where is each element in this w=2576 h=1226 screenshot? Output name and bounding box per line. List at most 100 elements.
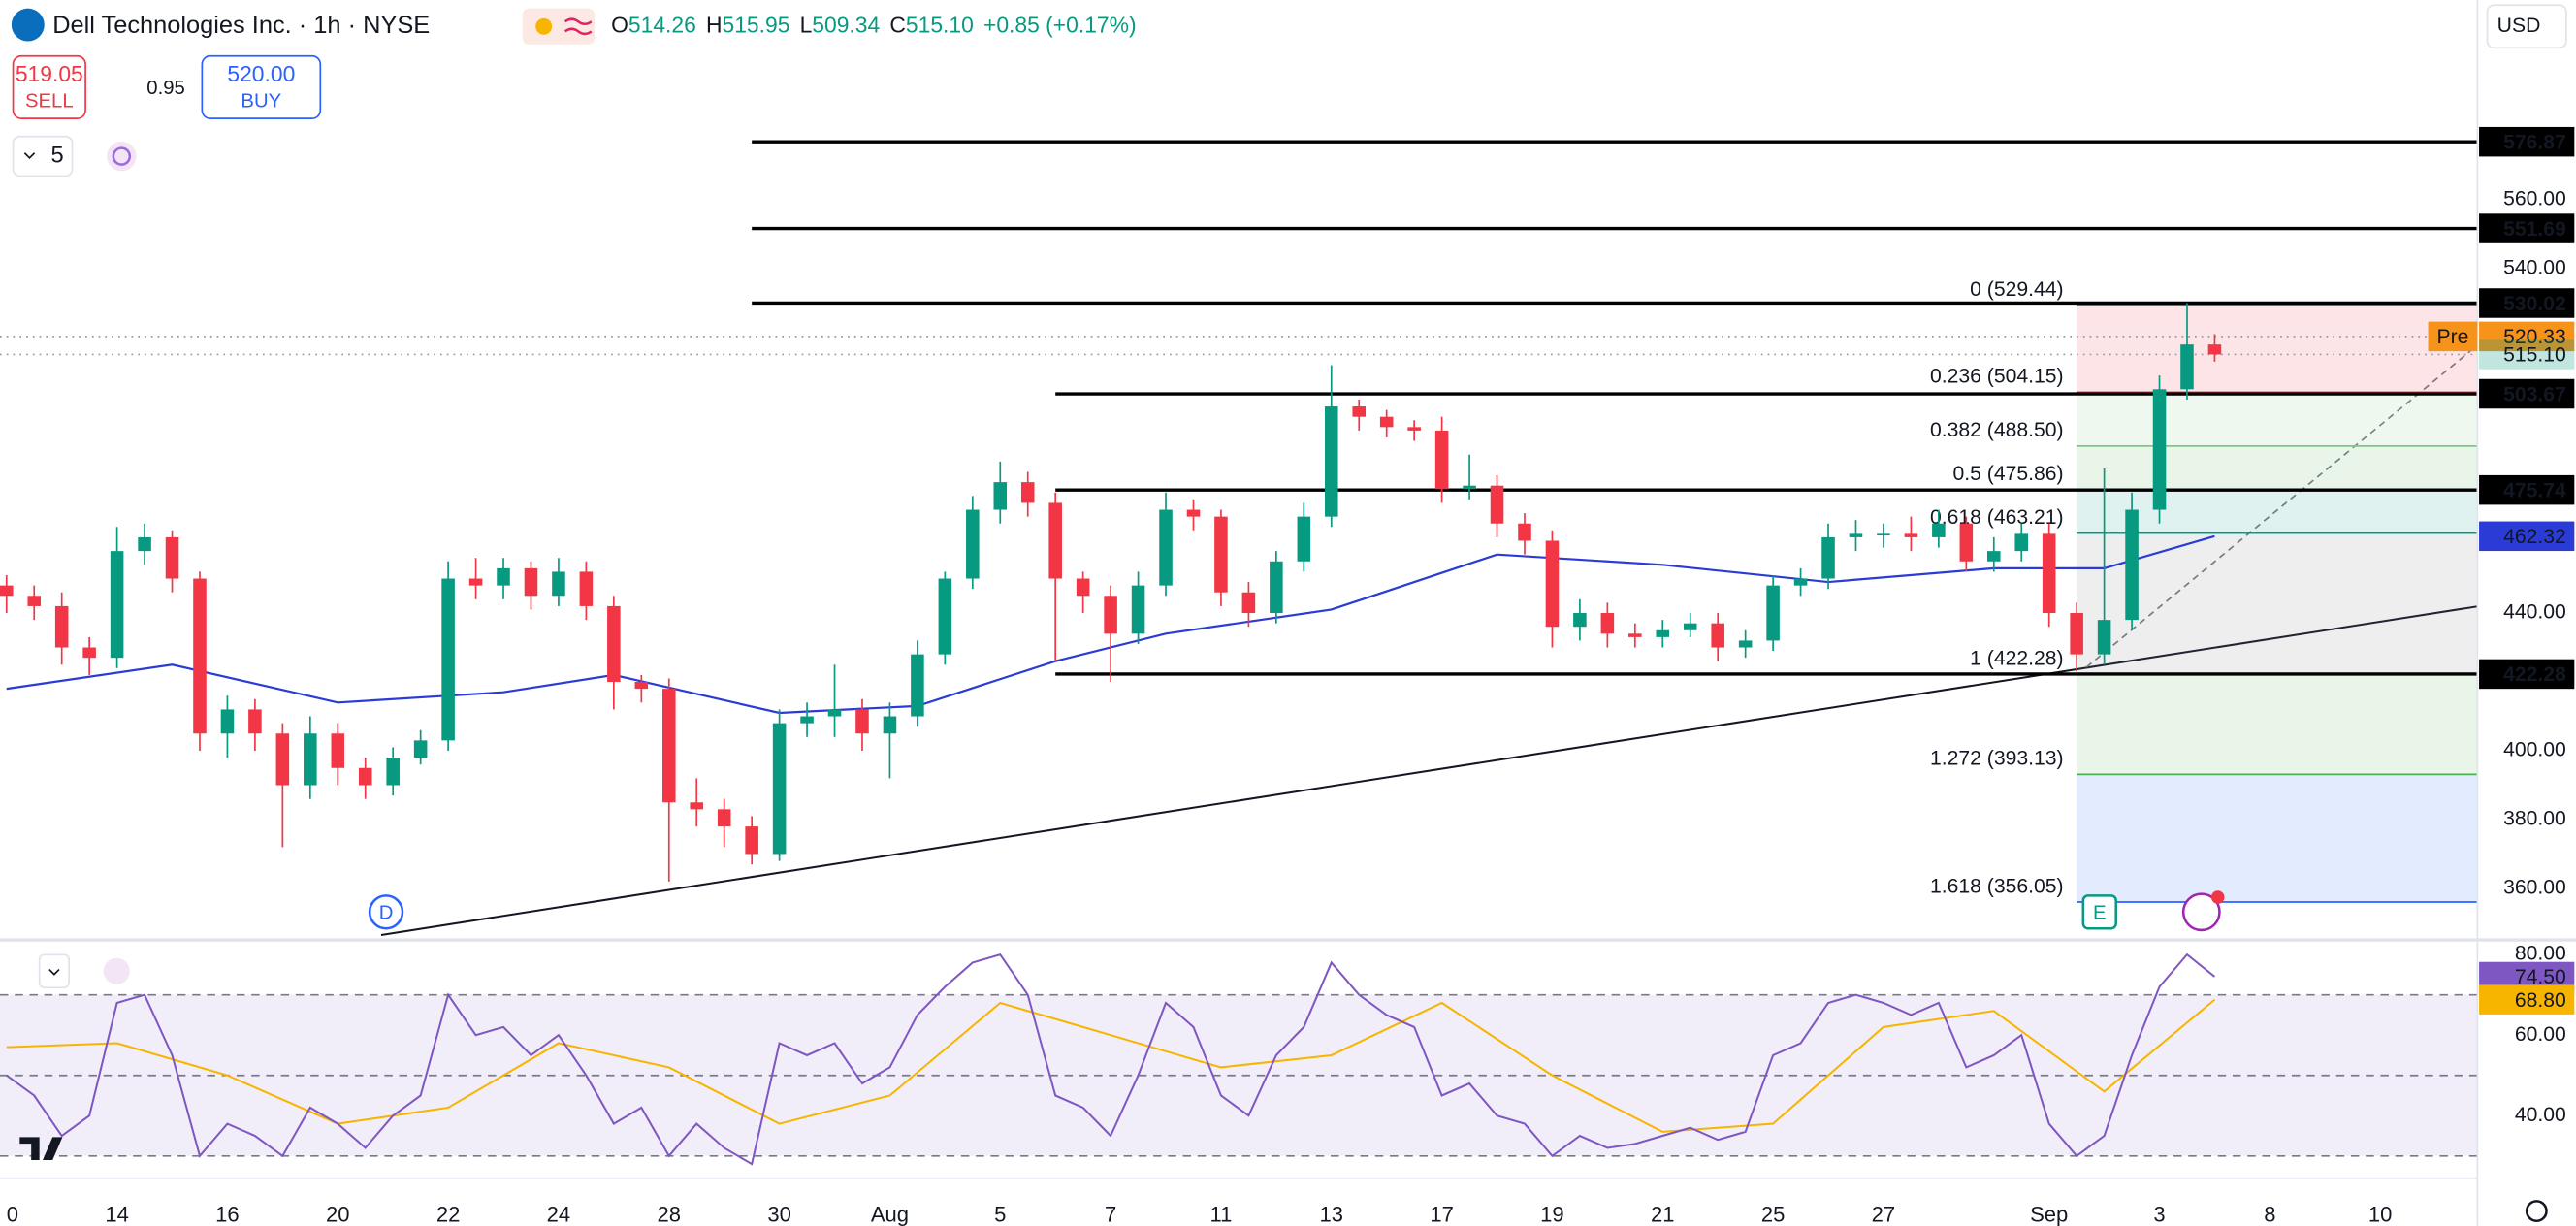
ohlc-key: O <box>611 12 628 37</box>
buy-button[interactable] <box>201 54 322 119</box>
candle-body <box>717 809 731 827</box>
candle-body <box>304 733 317 786</box>
candle-body <box>1463 485 1476 490</box>
rsi-sync-icon[interactable] <box>103 957 130 984</box>
candle-body <box>193 578 207 734</box>
events-dot <box>2210 890 2225 904</box>
earnings-label: E <box>2093 902 2107 923</box>
rsi-value-label: 68.80 <box>2515 989 2566 1012</box>
candle-body <box>1987 551 2001 562</box>
candle-body <box>827 709 842 717</box>
trend-line-dashed <box>2085 344 2478 668</box>
candle-body <box>165 536 179 579</box>
sync-icon[interactable] <box>107 141 137 172</box>
candle-body <box>1020 482 1035 503</box>
candle-body <box>110 551 124 659</box>
level-tag-label: 576.87 <box>2503 131 2566 153</box>
candle-body <box>1683 623 1697 630</box>
rsi-pane <box>0 952 2478 1166</box>
x-tick-label: 10 <box>2368 1202 2393 1226</box>
candle-body <box>1379 416 1394 428</box>
candle-body <box>745 826 758 855</box>
ohlc-key: C <box>889 12 906 37</box>
candle-body <box>579 571 594 606</box>
x-tick-label: 8 <box>2264 1202 2275 1226</box>
rsi-value-label: 74.50 <box>2515 966 2566 988</box>
events-icon[interactable] <box>2181 892 2221 932</box>
indicator-toggle[interactable] <box>12 135 74 177</box>
fib-label: 0.618 (463.21) <box>1930 506 2064 529</box>
x-tick-label: 5 <box>994 1202 1006 1226</box>
x-tick-label: 14 <box>105 1202 129 1226</box>
y-tick-label: 380.00 <box>2503 808 2566 830</box>
rsi-ma <box>6 998 2216 1133</box>
level-tag-label: 503.67 <box>2503 383 2566 405</box>
symbol-title: Dell Technologies Inc. · 1h · NYSE <box>52 12 430 39</box>
level-tag <box>2479 288 2575 318</box>
candle-body <box>938 578 952 655</box>
x-tick-label: 19 <box>1540 1202 1564 1226</box>
price-tag <box>2479 321 2575 352</box>
candle-body <box>607 605 621 683</box>
x-tick-label: 16 <box>215 1202 240 1226</box>
earnings-marker[interactable] <box>2081 894 2117 930</box>
ohlc-key: H <box>706 12 723 37</box>
candle-body <box>0 585 14 597</box>
candle-body <box>1545 540 1560 628</box>
candle-body <box>2042 533 2056 614</box>
x-tick-label: 21 <box>1651 1202 1675 1226</box>
y-tick-label: 400.00 <box>2503 739 2566 761</box>
sell-label: SELL <box>25 91 74 113</box>
settings-icon[interactable] <box>2525 1200 2548 1223</box>
currency: USD <box>2497 15 2541 37</box>
ohlc-value: 514.26 <box>628 12 696 37</box>
price-tag <box>2479 339 2575 370</box>
rsi-toggle[interactable] <box>38 953 70 989</box>
fib-label: 1.272 (393.13) <box>1930 748 2064 770</box>
candle-body <box>441 578 455 741</box>
sell-button[interactable] <box>12 54 86 119</box>
ohlc-value: 509.34 <box>812 12 880 37</box>
logo <box>11 8 45 42</box>
candle-body <box>1877 533 1890 536</box>
candle-body <box>1324 406 1338 517</box>
candle-body <box>2125 509 2139 621</box>
candle-body <box>1518 523 1531 541</box>
ohlc-value: 515.95 <box>723 12 790 37</box>
x-tick-label: 11 <box>1210 1202 1233 1226</box>
candle-body <box>1766 585 1780 641</box>
y-tick-label: 440.00 <box>2503 601 2566 624</box>
x-tick-label: 7 <box>1105 1202 1116 1226</box>
currency-button[interactable] <box>2486 4 2567 49</box>
level-tag <box>2479 213 2575 243</box>
candle-body <box>468 578 483 586</box>
candle-body <box>1849 533 1863 537</box>
level-tag-label: 422.28 <box>2503 663 2566 686</box>
chevron <box>23 152 36 159</box>
dividend-marker[interactable] <box>368 894 404 930</box>
ohlc-value: 515.10 <box>906 12 974 37</box>
fib-band <box>2077 305 2478 393</box>
candle-body <box>966 509 980 579</box>
pre-badge-label: Pre <box>2436 326 2468 348</box>
candle-body <box>1186 509 1201 517</box>
candle-body <box>2097 620 2111 655</box>
level-tag <box>2479 126 2575 157</box>
candle-body <box>1076 578 1090 597</box>
rsi-tick-label: 40.00 <box>2515 1104 2566 1126</box>
candle-body <box>2207 344 2222 355</box>
candle-body <box>1241 592 1256 614</box>
x-tick-label: 27 <box>1872 1202 1896 1226</box>
candle-body <box>248 709 262 734</box>
candle-body <box>1711 623 1724 648</box>
fib-label: 0.236 (504.15) <box>1930 366 2064 388</box>
candle-body <box>386 758 400 786</box>
level-tag <box>2479 378 2575 409</box>
y-tick-label: 360.00 <box>2503 877 2566 899</box>
candle-body <box>524 567 538 597</box>
candle-body <box>883 716 897 734</box>
candle-body <box>1352 406 1367 417</box>
